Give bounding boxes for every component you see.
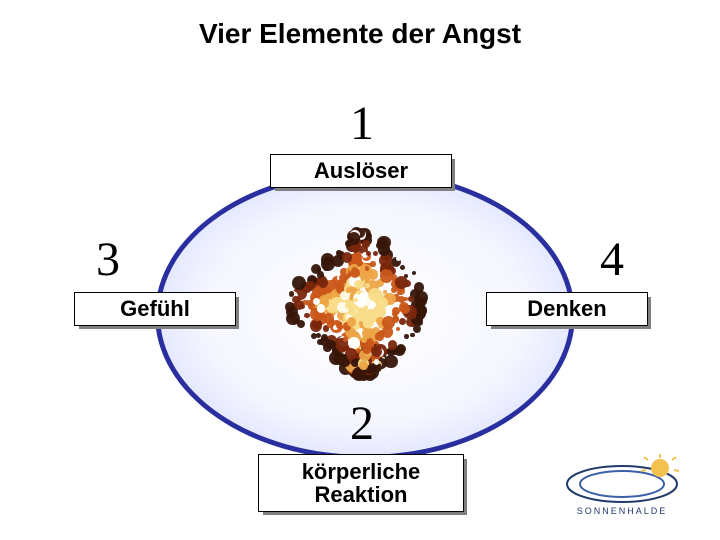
label-trigger-text: Auslöser bbox=[314, 159, 408, 182]
number-3: 3 bbox=[96, 232, 120, 287]
slide-title: Vier Elemente der Angst bbox=[0, 18, 720, 50]
label-body-text: körperlicheReaktion bbox=[302, 460, 421, 506]
label-thinking-text: Denken bbox=[527, 297, 606, 320]
logo-svg: SONNENHALDE bbox=[552, 454, 702, 524]
logo-mark bbox=[567, 454, 679, 502]
label-trigger: Auslöser bbox=[270, 154, 452, 188]
label-thinking: Denken bbox=[486, 292, 648, 326]
label-feeling-text: Gefühl bbox=[120, 297, 190, 320]
logo-sonnenhalde: SONNENHALDE bbox=[552, 454, 702, 524]
logo-text: SONNENHALDE bbox=[577, 506, 668, 516]
label-feeling: Gefühl bbox=[74, 292, 236, 326]
number-4: 4 bbox=[600, 232, 624, 287]
label-body: körperlicheReaktion bbox=[258, 454, 464, 512]
number-2: 2 bbox=[350, 396, 374, 451]
center-head-image bbox=[290, 230, 430, 380]
number-1: 1 bbox=[350, 96, 374, 151]
slide-stage: Vier Elemente der Angst 1 3 4 2 Auslöser… bbox=[0, 0, 720, 540]
